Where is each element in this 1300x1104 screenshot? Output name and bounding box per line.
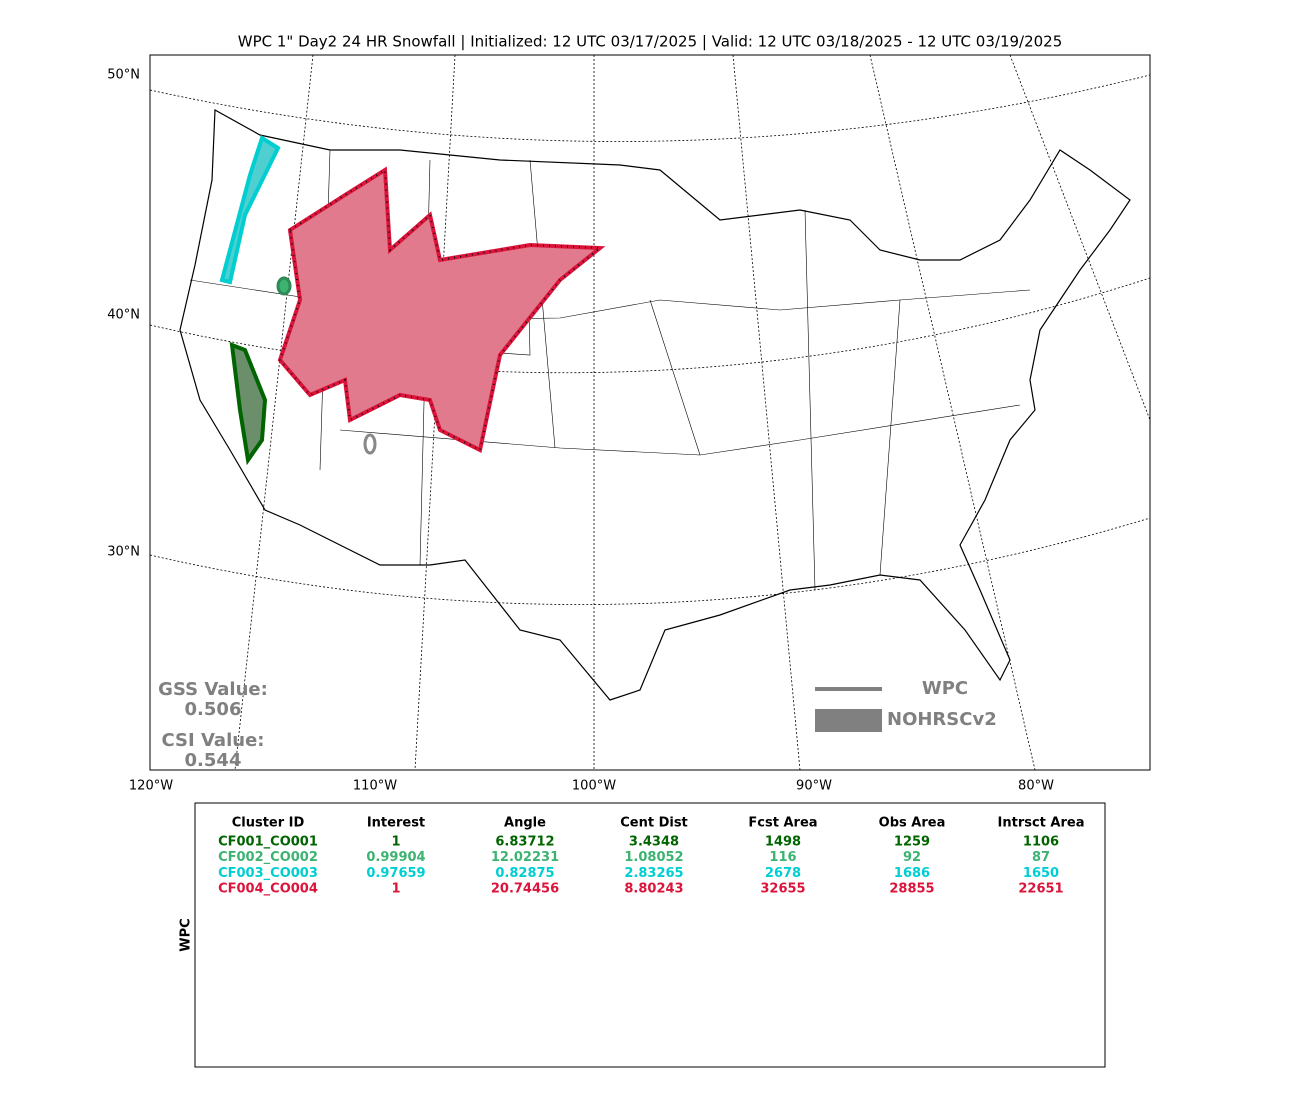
table-cell: 1 [391, 835, 400, 850]
table-cell: 1498 [765, 835, 801, 850]
lon-line [1009, 54, 1151, 421]
legend-label: WPC [922, 678, 968, 699]
snow-objects [219, 134, 606, 466]
lon-label: 120°W [129, 779, 173, 794]
table-cell: 8.80243 [624, 882, 683, 897]
table-cell: 92 [903, 850, 921, 865]
snow-outline [278, 168, 603, 452]
score-value: 0.506 [185, 699, 242, 720]
table-cell: 2678 [765, 866, 801, 881]
table-cell: 1 [391, 882, 400, 897]
table-cell: 32655 [760, 882, 805, 897]
lon-label: 80°W [1018, 779, 1054, 794]
table-cell: 28855 [889, 882, 934, 897]
column-header: Cluster ID [232, 816, 305, 831]
column-header: Angle [504, 816, 546, 831]
column-header: Interest [367, 816, 425, 831]
snow-area [229, 341, 268, 466]
table-cell: 0.97659 [366, 866, 425, 881]
lat-label: 40°N [107, 308, 140, 323]
lon-line [869, 54, 1036, 771]
score-label: CSI Value: [162, 730, 265, 751]
snow-area [276, 276, 292, 296]
graticule [149, 54, 1151, 771]
country-outline [179, 109, 1131, 701]
table-cell: 0.82875 [495, 866, 554, 881]
map: WPC NOHRSCv2 [149, 54, 1151, 771]
table-cell: CF003_CO003 [218, 866, 318, 881]
table-cell: 1650 [1023, 866, 1059, 881]
lon-label: 90°W [796, 779, 832, 794]
table-cell: 12.02231 [491, 850, 559, 865]
table-cell: 3.4348 [629, 835, 679, 850]
table-cell: 2.83265 [624, 866, 683, 881]
column-header: Fcst Area [748, 816, 817, 831]
column-header: Cent Dist [620, 816, 688, 831]
table-cell: CF002_CO002 [218, 850, 318, 865]
score-label: GSS Value: [158, 679, 268, 700]
lat-label: 50°N [107, 68, 140, 83]
map-frame [149, 54, 1151, 771]
lon-line [414, 54, 456, 771]
lon-line [732, 54, 801, 771]
title: WPC 1" Day2 24 HR Snowfall | Initialized… [238, 33, 1063, 51]
snow-area [277, 166, 606, 453]
lon-label: 110°W [353, 779, 397, 794]
lat-line [149, 74, 1151, 142]
lat-label: 30°N [107, 545, 140, 560]
table-cell: 87 [1032, 850, 1050, 865]
snow-area [219, 134, 281, 285]
lon-label: 100°W [572, 779, 616, 794]
table-cell: 116 [769, 850, 796, 865]
table-cell: 22651 [1018, 882, 1063, 897]
column-header: Obs Area [879, 816, 946, 831]
legend-label: NOHRSCv2 [887, 709, 997, 730]
table-cell: 20.74456 [491, 882, 559, 897]
score-value: 0.544 [185, 750, 242, 771]
table-cell: CF004_CO004 [218, 882, 318, 897]
table-cell: 1106 [1023, 835, 1059, 850]
table-cell: 1259 [894, 835, 930, 850]
table-frame [194, 802, 1106, 1068]
snow-area [363, 433, 377, 455]
table-cell: 6.83712 [495, 835, 554, 850]
table-cell: 0.99904 [366, 850, 425, 865]
table-cell: 1.08052 [624, 850, 683, 865]
table-cell: 1686 [894, 866, 930, 881]
table-cell: CF001_CO001 [218, 835, 318, 850]
column-header: Intrsct Area [998, 816, 1085, 831]
lat-line [149, 517, 1151, 605]
legend-patch [815, 709, 882, 732]
table-side-label: WPC [179, 918, 194, 951]
